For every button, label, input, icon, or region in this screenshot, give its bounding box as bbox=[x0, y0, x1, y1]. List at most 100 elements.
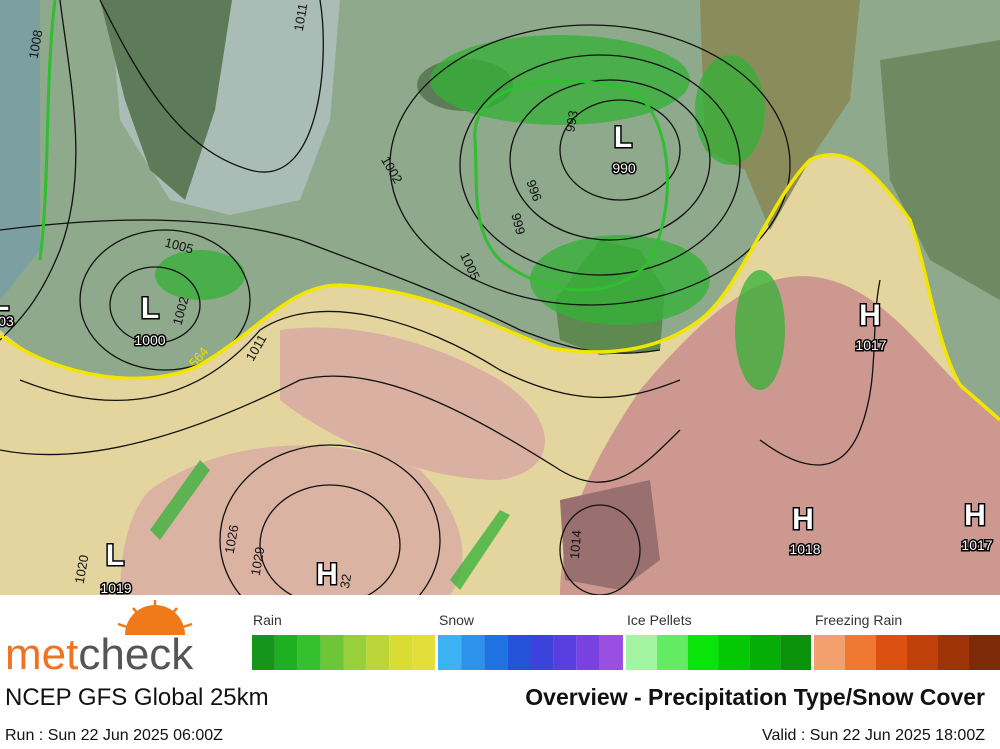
pressure-letter: H bbox=[859, 299, 881, 332]
logo-rays bbox=[117, 600, 193, 629]
rain-area bbox=[155, 250, 245, 300]
legend-swatch bbox=[656, 635, 688, 670]
pressure-value: 03 bbox=[0, 313, 14, 329]
model-name: NCEP GFS Global 25km bbox=[5, 684, 269, 711]
contour-line bbox=[473, 79, 669, 292]
legend-label: Rain bbox=[253, 612, 282, 628]
logo-text: metcheck bbox=[5, 630, 194, 679]
isobar-label: 999 bbox=[508, 211, 528, 236]
logo-text-check: check bbox=[78, 630, 194, 679]
logo: metcheck bbox=[5, 600, 194, 679]
pressure-value: 1019 bbox=[100, 580, 131, 596]
isobar-label: 1011 bbox=[291, 2, 311, 32]
greenland bbox=[100, 0, 232, 200]
legend-swatch bbox=[530, 635, 554, 670]
isobar bbox=[109, 266, 201, 344]
legend-label: Snow bbox=[439, 612, 475, 628]
isobar-label: 1026 bbox=[222, 524, 242, 555]
pressure-letter: H bbox=[792, 503, 814, 536]
isobar bbox=[19, 310, 681, 402]
legend-swatch bbox=[438, 635, 462, 670]
warm-region bbox=[120, 445, 463, 595]
precipitation bbox=[150, 35, 785, 590]
pressure-centers: L 990 L 1000 H 1017 H 1018 H 1017 L 1019… bbox=[0, 120, 994, 598]
legend-swatch bbox=[814, 635, 845, 670]
thickness-line bbox=[0, 153, 1000, 422]
isobar bbox=[0, 219, 661, 354]
pressure-value: 32 bbox=[337, 573, 354, 590]
pressure-value: 1000 bbox=[134, 332, 165, 348]
pressure-letter: L bbox=[141, 292, 159, 325]
legend-swatch bbox=[687, 635, 719, 670]
legend-swatch bbox=[461, 635, 485, 670]
isobar bbox=[0, 0, 77, 341]
snow-cover bbox=[0, 0, 40, 300]
isobar bbox=[559, 99, 681, 201]
legend-swatch bbox=[576, 635, 600, 670]
isobar-label: 993 bbox=[562, 109, 581, 133]
isobar-label: 1005 bbox=[163, 235, 195, 257]
logo-sun bbox=[125, 605, 185, 635]
legend-swatch bbox=[343, 635, 367, 670]
logo-text-met: met bbox=[5, 630, 78, 679]
legend-swatch bbox=[599, 635, 623, 670]
legend-swatch bbox=[969, 635, 1000, 670]
legend-swatch bbox=[366, 635, 390, 670]
warm-region bbox=[280, 327, 545, 480]
isobar-label: 1020 bbox=[72, 554, 92, 585]
run-time: Run : Sun 22 Jun 2025 06:00Z bbox=[5, 727, 223, 744]
legend-swatch bbox=[553, 635, 577, 670]
isobar bbox=[509, 79, 711, 241]
isobars bbox=[0, 0, 881, 636]
rain-area bbox=[530, 235, 710, 325]
chart-title: Overview - Precipitation Type/Snow Cover bbox=[525, 684, 985, 710]
map-background bbox=[0, 0, 1000, 595]
isobar bbox=[0, 375, 681, 483]
isobar-label: 1014 bbox=[567, 530, 584, 560]
legend-swatch bbox=[412, 635, 435, 670]
pressure-letter: L bbox=[106, 539, 124, 572]
legend-label: Freezing Rain bbox=[815, 612, 902, 628]
isobar-label: 996 bbox=[523, 178, 545, 204]
warm-region bbox=[560, 276, 1000, 595]
legend-swatch bbox=[907, 635, 938, 670]
land bbox=[880, 40, 1000, 300]
isobar bbox=[99, 0, 324, 173]
isobar bbox=[389, 24, 791, 306]
legend-swatch bbox=[484, 635, 508, 670]
pressure-value: 1017 bbox=[961, 537, 992, 553]
isobar bbox=[79, 229, 251, 371]
isobar-label: 1008 bbox=[26, 29, 46, 60]
legend-swatch bbox=[274, 635, 298, 670]
pressure-value: 990 bbox=[612, 160, 636, 176]
logo-ray bbox=[182, 622, 193, 629]
legend-swatch bbox=[876, 635, 907, 670]
legend-label: Ice Pellets bbox=[627, 612, 692, 628]
legend-swatch bbox=[938, 635, 969, 670]
legend-swatch bbox=[389, 635, 413, 670]
isobar-label: 1002 bbox=[170, 295, 192, 327]
pressure-value: 1018 bbox=[789, 541, 820, 557]
legend-swatch bbox=[626, 635, 657, 670]
legend-swatch bbox=[320, 635, 344, 670]
legend-swatch bbox=[718, 635, 750, 670]
legend-swatch bbox=[845, 635, 876, 670]
rain-area bbox=[450, 510, 510, 590]
logo-ray bbox=[132, 607, 140, 616]
valid-time: Valid : Sun 22 Jun 2025 18:00Z bbox=[762, 727, 985, 744]
pressure-value: 1017 bbox=[855, 337, 886, 353]
legend-swatch bbox=[297, 635, 321, 670]
isobar-label: 1029 bbox=[248, 546, 268, 577]
rain-area bbox=[695, 55, 765, 165]
pressure-letter: L bbox=[614, 121, 632, 154]
rain-area bbox=[735, 270, 785, 390]
legend: Rain Snow Ice Pellets Freezing Rain bbox=[252, 612, 1000, 670]
pressure-letter: H bbox=[964, 499, 986, 532]
isobar bbox=[459, 54, 741, 276]
contour-line bbox=[38, 0, 57, 261]
logo-ray bbox=[170, 607, 178, 616]
pressure-letter: H bbox=[316, 558, 338, 591]
pressure-letter: L bbox=[0, 284, 9, 317]
